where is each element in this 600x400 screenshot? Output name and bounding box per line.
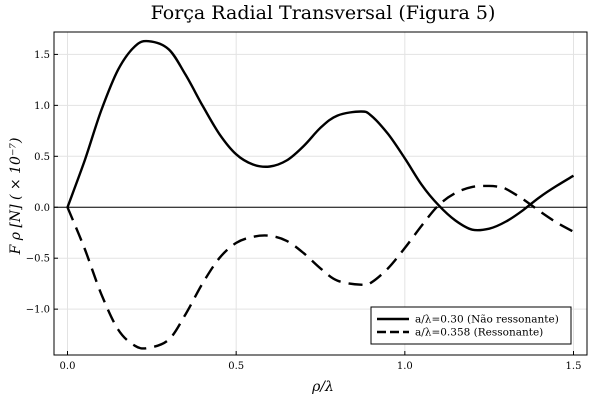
- y-tick-label: −1.0: [26, 305, 50, 316]
- x-tick-label: 0.5: [228, 361, 244, 372]
- legend: a/λ=0.30 (Não ressonante)a/λ=0.358 (Ress…: [370, 306, 572, 345]
- ticks: 0.0 0.5 1.0 1.5 −1.0 −0.5 0.0 0.5 1.0 1.5: [26, 50, 582, 372]
- y-tick-label: 1.5: [34, 50, 50, 61]
- legend-box: [370, 306, 572, 345]
- chart-title: Força Radial Transversal (Figura 5): [151, 2, 496, 24]
- x-tick-label: 1.0: [397, 361, 413, 372]
- y-tick-label: 0.5: [34, 152, 50, 163]
- x-axis-label: ρ/λ: [311, 379, 334, 395]
- legend-label: a/λ=0.358 (Ressonante): [415, 327, 543, 339]
- series-layer: [66, 39, 575, 350]
- y-tick-label: 1.0: [34, 101, 50, 112]
- x-tick-label: 1.5: [566, 361, 582, 372]
- legend-label: a/λ=0.30 (Não ressonante): [415, 314, 559, 326]
- y-tick-label: 0.0: [34, 203, 50, 214]
- y-axis-label: F ρ [N] ( × 10⁻⁷): [8, 138, 24, 256]
- plot-frame: [53, 31, 588, 356]
- x-tick-label: 0.0: [60, 361, 76, 372]
- series-nonresonant-line: [66, 39, 575, 232]
- y-tick-label: −0.5: [26, 254, 50, 265]
